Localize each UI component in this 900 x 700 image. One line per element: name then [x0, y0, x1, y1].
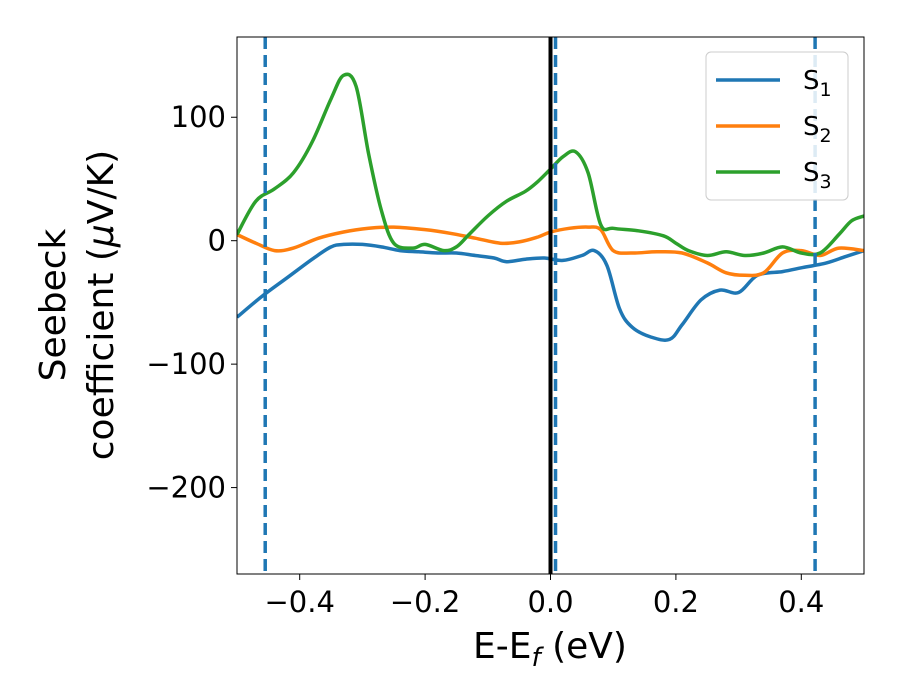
x-tick-label: 0.0: [527, 585, 573, 619]
y-tick-label: −100: [146, 347, 226, 381]
legend-label-s3: S3: [803, 158, 832, 193]
x-axis-label: E-Ef (eV): [473, 626, 627, 673]
y-axis-ticks: −200 −100 0 100: [146, 100, 237, 505]
y-axis-label-line1: Seebeck: [33, 228, 74, 381]
x-axis-ticks: −0.4 −0.2 0.0 0.2 0.4: [264, 574, 824, 619]
legend-label-s1: S1: [803, 66, 832, 101]
x-axis-label-unit: (eV): [541, 626, 627, 667]
vline-layer: [263, 37, 817, 574]
series-line-s2: [237, 225, 864, 278]
y-tick-label: 0: [208, 224, 226, 258]
y-tick-label: −200: [146, 471, 226, 505]
y-axis-label-mu: μ: [81, 224, 122, 248]
y-axis-label-line2: coefficient (μV/K): [81, 150, 122, 460]
y-axis-label-unit: V/K): [81, 150, 122, 224]
series-layer: [237, 72, 864, 342]
x-tick-label: 0.2: [653, 585, 699, 619]
legend-label-s2: S2: [803, 112, 832, 147]
y-axis-label: Seebeck coefficient (μV/K): [33, 150, 122, 460]
series-line-s1: [237, 242, 864, 342]
x-tick-label: −0.4: [264, 585, 334, 619]
y-tick-label: 100: [171, 100, 226, 134]
legend: S1 S2 S3: [705, 51, 849, 201]
x-tick-label: 0.4: [778, 585, 824, 619]
x-tick-label: −0.2: [390, 585, 460, 619]
series-line-s3: [237, 72, 864, 258]
